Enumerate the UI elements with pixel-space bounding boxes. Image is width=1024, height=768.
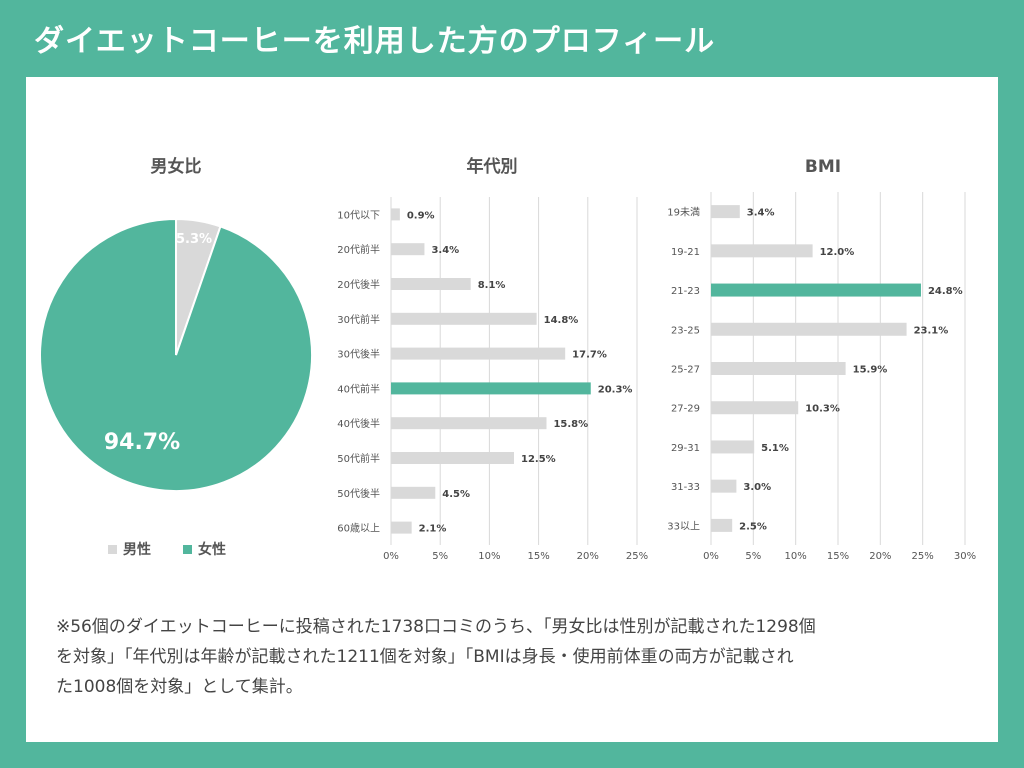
bar [391,486,436,499]
x-tick-label: 10% [785,551,807,562]
bar [711,244,813,258]
data-label: 2.1% [419,524,447,535]
legend-item-male: 男性 [108,539,151,559]
x-tick-label: 0% [383,551,399,562]
data-label: 15.8% [553,419,588,430]
age-bar-chart: 年代別 0% 5% 10% 15% 20% 25% 10代以下 0.9% 20代前半 3.4% 20代… [337,156,648,562]
bar [391,382,591,395]
data-label: 10.3% [805,404,840,415]
gender-pie-chart: 男女比 5.3% 94.7% [39,156,313,492]
bar [711,283,921,297]
footnote-line: た1008個を対象」として集計。 [56,677,303,697]
pie-title: 男女比 [151,156,202,177]
footnote: ※56個のダイエットコーヒーに投稿された1738口コミのうち、「男女比は性別が記… [56,612,956,702]
category-label: 31-33 [671,482,700,493]
x-tick-label: 15% [827,551,849,562]
category-label: 19-21 [671,247,700,258]
category-label: 29-31 [671,443,700,454]
category-label: 40代後半 [337,417,380,430]
bar [711,205,740,219]
legend-label-male: 男性 [123,542,151,558]
pie-label: 94.7% [104,430,180,455]
bar [711,362,846,375]
legend-item-female: 女性 [183,539,226,559]
category-label: 33以上 [667,520,700,532]
bar [391,312,537,325]
legend-label-female: 女性 [198,542,226,558]
category-label: 40代前半 [337,382,380,395]
charts-svg: 男女比 5.3% 94.7% 年代別 0% 5% 10% 15% 20% 25% 10代以下 0.9… [39,156,976,562]
bar [391,208,400,221]
page-title: ダイエットコーヒーを利用した方のプロフィール [34,24,716,59]
data-label: 12.5% [521,454,556,465]
bmi-bar-chart: BMI 0% 5% 10% 15% 20% 25% 30% 19未満 3.4% 19-21 12.0%… [667,157,976,562]
data-label: 2.5% [739,521,767,532]
category-label: 50代後半 [337,487,380,500]
data-label: 17.7% [572,350,607,361]
pie-slice-female [39,217,313,492]
data-label: 3.4% [747,208,775,219]
data-label: 20.3% [598,384,633,395]
data-label: 3.0% [743,482,771,493]
bar [711,479,737,493]
bar [711,322,907,336]
pie-legend: 男性 女性 [108,539,226,559]
bar [711,401,799,415]
data-label: 23.1% [914,325,949,336]
chart-panel: 男女比 5.3% 94.7% 年代別 0% 5% 10% 15% 20% 25% 10代以下 0.9… [26,77,998,742]
bar [391,452,514,464]
x-tick-label: 20% [869,551,891,562]
category-label: 23-25 [671,325,700,336]
data-label: 15.9% [853,365,888,376]
category-label: 10代以下 [337,209,380,221]
category-label: 19未満 [667,207,700,219]
data-label: 0.9% [407,210,435,221]
category-label: 25-27 [671,365,700,376]
footnote-line: を対象」「年代別は年齢が記載された1211個を対象」「BMIは身長・使用前体重の… [56,647,794,667]
x-tick-label: 5% [432,551,448,562]
x-tick-label: 10% [478,551,500,562]
pie-label: 5.3% [176,232,212,247]
x-tick-label: 25% [912,551,934,562]
category-label: 50代前半 [337,452,380,465]
bar [711,518,733,532]
category-label: 20代後半 [337,278,380,291]
category-label: 21-23 [671,286,700,297]
data-label: 12.0% [820,247,855,258]
footnote-line: ※56個のダイエットコーヒーに投稿された1738口コミのうち、「男女比は性別が記… [56,617,816,637]
bar [391,417,547,430]
x-tick-label: 20% [577,551,599,562]
data-label: 24.8% [928,286,963,297]
bar-chart-title: BMI [805,157,841,177]
x-tick-label: 15% [527,551,549,562]
bar [711,440,755,454]
category-label: 30代後半 [337,348,380,361]
x-tick-label: 0% [703,551,719,562]
data-label: 5.1% [761,443,789,454]
legend-swatch-female [183,544,192,554]
category-label: 60歳以上 [337,523,380,535]
data-label: 3.4% [431,245,459,256]
bar-chart-title: 年代別 [467,156,518,177]
bar [391,521,412,534]
category-label: 30代前半 [337,313,380,326]
data-label: 14.8% [544,315,579,326]
data-label: 4.5% [442,489,470,500]
x-tick-label: 5% [745,551,761,562]
category-label: 20代前半 [337,243,380,256]
data-label: 8.1% [478,280,506,291]
x-tick-label: 25% [626,551,648,562]
category-label: 27-29 [671,404,700,415]
x-tick-label: 30% [954,551,976,562]
bar [391,243,425,256]
bar [391,278,471,290]
bar [391,347,566,360]
legend-swatch-male [108,544,117,554]
